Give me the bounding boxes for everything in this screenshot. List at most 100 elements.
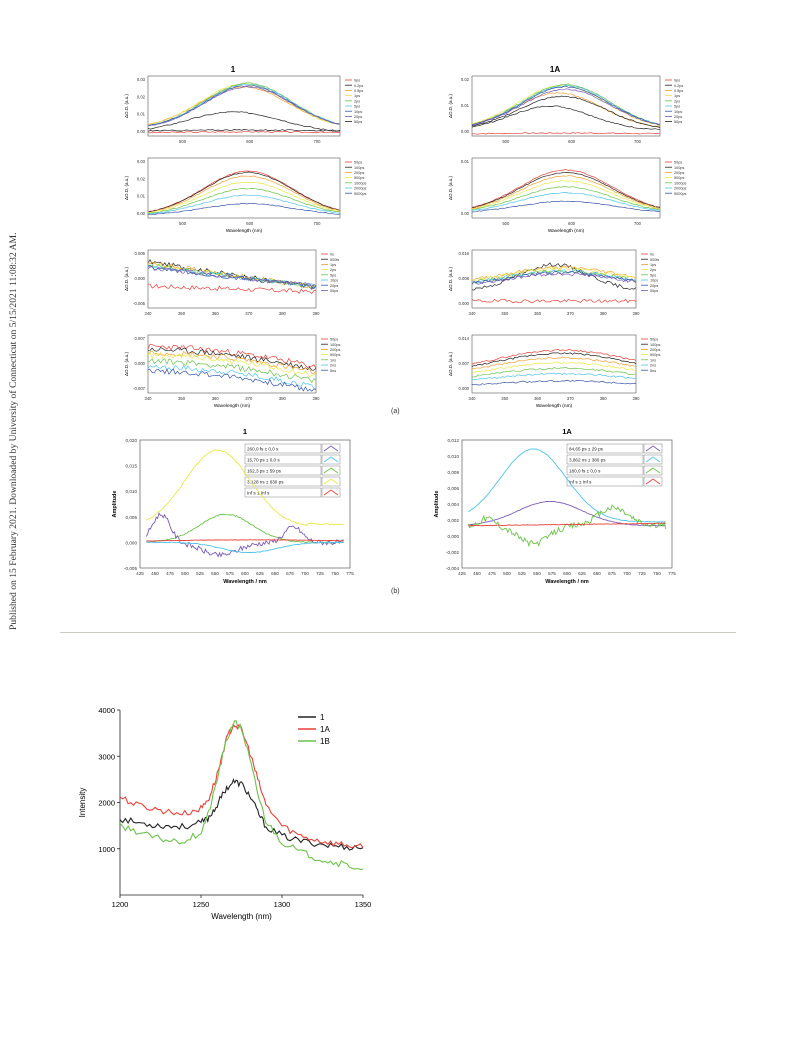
y-tick-label: 0.014 xyxy=(459,336,470,341)
x-tick-label: 390 xyxy=(633,396,641,401)
x-tick-label: 475 xyxy=(166,571,174,576)
plot-frame xyxy=(147,75,341,137)
spectrum-curve xyxy=(148,188,341,214)
legend-label: 0.2ps xyxy=(354,84,363,88)
legend-label: 5000ps xyxy=(674,192,687,196)
y-axis-label: ΔO.D. (a.u.) xyxy=(124,266,129,291)
das-curve xyxy=(145,512,344,558)
y-tick-label: 0.01 xyxy=(137,112,146,117)
legend-label: 10ps xyxy=(650,279,658,283)
das-curve xyxy=(146,539,344,542)
spectrum-curve xyxy=(471,269,637,284)
legend-label: 200ps xyxy=(354,171,364,175)
series-line-1A xyxy=(119,723,364,849)
legend-entry-box xyxy=(244,487,322,498)
legend-label: 50ps xyxy=(674,120,682,124)
y-tick-label: 0.00 xyxy=(137,211,146,216)
spectrum-curve xyxy=(471,266,637,283)
spectrum-curve xyxy=(471,175,661,209)
x-tick-label: 380 xyxy=(600,396,608,401)
legend-label: 50ps xyxy=(650,338,658,342)
legend-label: 5ns xyxy=(330,369,336,373)
y-tick-label: 0.007 xyxy=(459,361,470,366)
y-tick-label: -0.005 xyxy=(133,301,146,306)
legend-label: 3,862 ns ± 380 ps xyxy=(569,457,606,462)
ta-panel-1A-late: 0.01 0.00 ΔO.D. (a.u.) 500 600 700 Wavelength … xyxy=(448,157,687,234)
legend-label: 2000ps xyxy=(674,187,687,191)
legend-label: 2ps xyxy=(650,268,656,272)
panel-label-b: (b) xyxy=(391,588,400,595)
x-tick-label: 625 xyxy=(256,571,264,576)
legend-label: 100ps xyxy=(330,343,340,347)
plot-frame xyxy=(147,249,317,309)
spectrum-curve xyxy=(147,83,340,127)
legend-label: 50ps xyxy=(354,161,362,165)
legend-swatch-box xyxy=(321,476,341,487)
x-tick-label: 350 xyxy=(178,311,186,316)
legend-swatch-box xyxy=(643,465,663,476)
spectrum-curve xyxy=(147,83,341,126)
legend-label: 1000ps xyxy=(354,181,367,185)
x-tick-label: 675 xyxy=(608,571,616,576)
plot-frame xyxy=(139,439,351,569)
y-tick-label: 3000 xyxy=(98,752,115,761)
x-tick-label: 550 xyxy=(211,571,219,576)
y-tick-label: 0,008 xyxy=(448,470,460,475)
x-tick-label: 1200 xyxy=(112,900,129,909)
spectrum-curve xyxy=(471,105,661,130)
y-tick-label: 0.01 xyxy=(137,194,146,199)
legend-label: 10ps xyxy=(330,279,338,283)
legend-label: Inf s ± Inf s xyxy=(569,479,592,484)
legend-label: 1ps xyxy=(650,263,656,267)
das-curve xyxy=(146,449,344,527)
legend-entry-box xyxy=(566,476,644,487)
x-tick-label: 750 xyxy=(331,571,339,576)
legend-label: 162,3 ps ± 59 ps xyxy=(247,468,282,473)
y-axis-label: Intensity xyxy=(78,788,87,818)
x-tick-label: 350 xyxy=(178,396,186,401)
x-tick-label: 650 xyxy=(271,571,279,576)
y-tick-label: 0,010 xyxy=(126,489,138,494)
legend-label: 50ps xyxy=(650,289,658,293)
das-curve xyxy=(467,504,667,548)
x-axis-label: Wavelength (nm) xyxy=(211,912,272,921)
x-tick-label: 390 xyxy=(633,311,641,316)
x-tick-label: 500 xyxy=(502,221,510,226)
legend-swatch xyxy=(323,445,339,452)
spectrum-curve xyxy=(471,380,637,386)
legend-swatch xyxy=(645,456,661,463)
legend-label: 200ps xyxy=(650,348,660,352)
emission-chart: 1000 2000 3000 4000 1200 1250 1300 1350 Waveleng… xyxy=(78,706,371,921)
x-axis-label: Wavelength (nm) xyxy=(536,403,573,409)
y-tick-label: 0.000 xyxy=(135,361,146,366)
spectrum-curve xyxy=(471,356,637,370)
x-tick-label: 700 xyxy=(634,221,642,226)
section-divider xyxy=(60,632,736,633)
legend-label: 20ps xyxy=(674,115,682,119)
x-tick-label: 500 xyxy=(179,221,187,226)
y-tick-label: 0.01 xyxy=(461,103,470,108)
x-tick-label: 500 xyxy=(181,571,189,576)
spectrum-curve xyxy=(471,348,637,365)
legend-swatch xyxy=(645,467,661,474)
legend-swatch-box xyxy=(643,443,663,454)
x-tick-label: 725 xyxy=(316,571,324,576)
y-tick-label: 0.007 xyxy=(135,336,146,341)
das-curve xyxy=(146,541,344,554)
das-curve xyxy=(146,513,344,544)
x-tick-label: 380 xyxy=(279,311,287,316)
y-tick-label: 0.008 xyxy=(459,276,470,281)
ta-panel-1-uv-early: 0.005 0.000 -0.005 ΔO.D. (a.u.) 340 350 360 370… xyxy=(124,249,339,316)
x-tick-label: 700 xyxy=(623,571,631,576)
x-axis-label: Wavelength / nm xyxy=(223,579,267,585)
spectrum-curve xyxy=(147,364,317,391)
plot-frame xyxy=(147,334,317,394)
legend-label: 1ps xyxy=(674,94,680,98)
legend-entry-box xyxy=(244,465,322,476)
legend-label: 0s xyxy=(330,253,334,257)
spectrum-curve xyxy=(471,262,637,291)
y-tick-label: 0.005 xyxy=(135,251,146,256)
figure-a: 1 1A 0.03 0.02 0.01 0.00 ΔO.D. (a.u.) 500 600 700… xyxy=(124,65,687,409)
spectrum-curve xyxy=(147,265,317,290)
spectrum-curve xyxy=(147,368,317,392)
